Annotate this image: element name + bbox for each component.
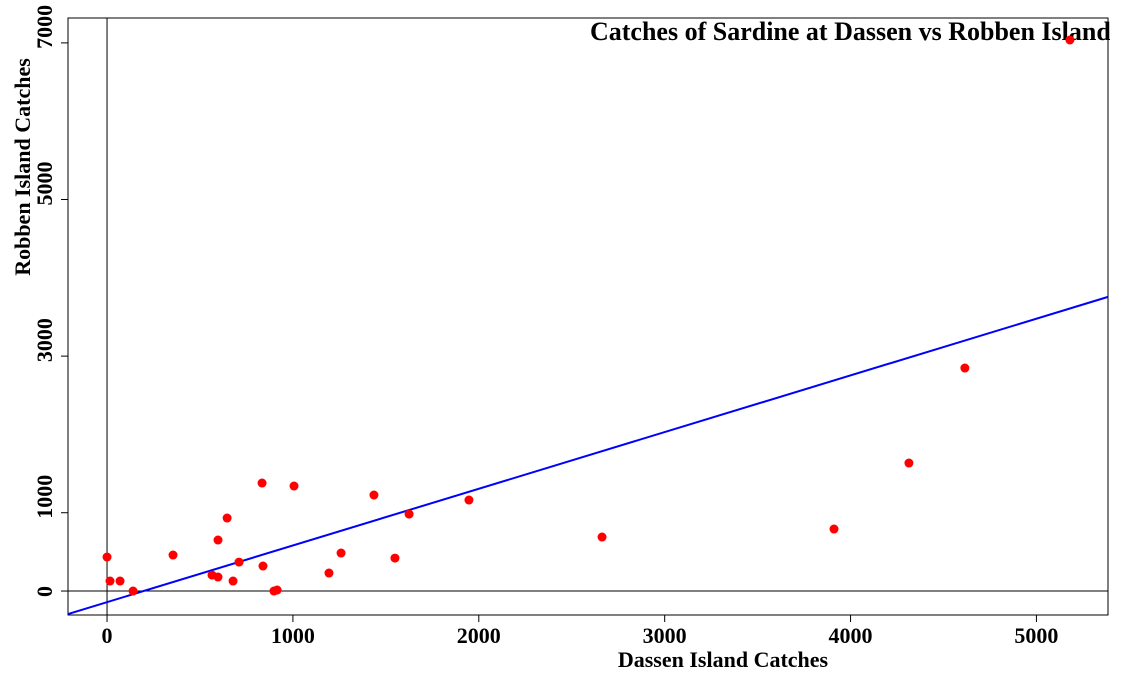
x-tick-label: 3000 [643, 623, 687, 648]
x-tick-label: 5000 [1014, 623, 1058, 648]
point [369, 490, 379, 500]
y-tick-label: 3000 [32, 318, 57, 362]
point [128, 586, 138, 596]
point [234, 557, 244, 567]
x-tick-label: 1000 [271, 623, 315, 648]
point [102, 552, 112, 562]
y-tick-label: 1000 [32, 475, 57, 519]
point [464, 495, 474, 505]
y-tick-label: 5000 [32, 162, 57, 206]
x-tick-label: 0 [102, 623, 113, 648]
point [960, 363, 970, 373]
point [258, 561, 268, 571]
point [289, 481, 299, 491]
point [597, 532, 607, 542]
point [222, 513, 232, 523]
point [336, 548, 346, 558]
point [213, 535, 223, 545]
point [324, 568, 334, 578]
point [228, 576, 238, 586]
y-axis-label: Robben Island Catches [10, 58, 35, 276]
x-tick-label: 4000 [829, 623, 873, 648]
fit-line [67, 295, 1109, 616]
chart-title: Catches of Sardine at Dassen vs Robben I… [590, 17, 1111, 46]
point [115, 576, 125, 586]
x-tick-label: 2000 [457, 623, 501, 648]
point [168, 550, 178, 560]
point [390, 553, 400, 563]
y-tick-label: 7000 [32, 5, 57, 49]
point [105, 576, 115, 586]
plot-frame [67, 17, 1109, 616]
point [904, 458, 914, 468]
point [213, 572, 223, 582]
y-tick-label: 0 [32, 586, 57, 597]
x-axis-label: Dassen Island Catches [618, 647, 829, 672]
point [272, 585, 282, 595]
point [1065, 35, 1075, 45]
point [257, 478, 267, 488]
point [829, 524, 839, 534]
point [404, 509, 414, 519]
